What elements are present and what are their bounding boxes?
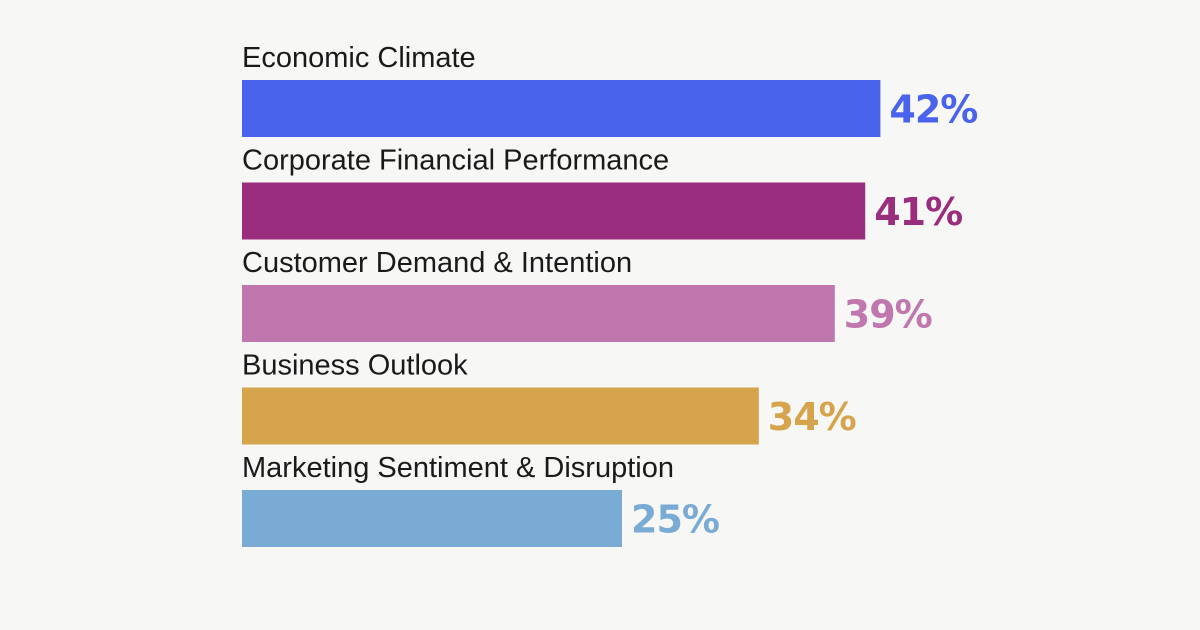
bar	[242, 182, 866, 240]
value-label: 42%	[889, 88, 977, 132]
category-label: Corporate Financial Performance	[242, 145, 669, 177]
category-label: Customer Demand & Intention	[242, 247, 632, 279]
bar	[242, 490, 622, 547]
value-label: 25%	[631, 498, 719, 542]
bar	[242, 285, 835, 342]
value-label: 41%	[874, 190, 962, 234]
bar	[242, 387, 759, 445]
value-label: 34%	[768, 395, 856, 439]
category-label: Economic Climate	[242, 42, 476, 74]
bar	[242, 80, 881, 137]
value-label: 39%	[844, 293, 932, 337]
category-label: Business Outlook	[242, 350, 468, 382]
category-label: Marketing Sentiment & Disruption	[242, 452, 674, 484]
bars-group: Economic Climate 42% Corporate Financial P…	[242, 42, 978, 547]
